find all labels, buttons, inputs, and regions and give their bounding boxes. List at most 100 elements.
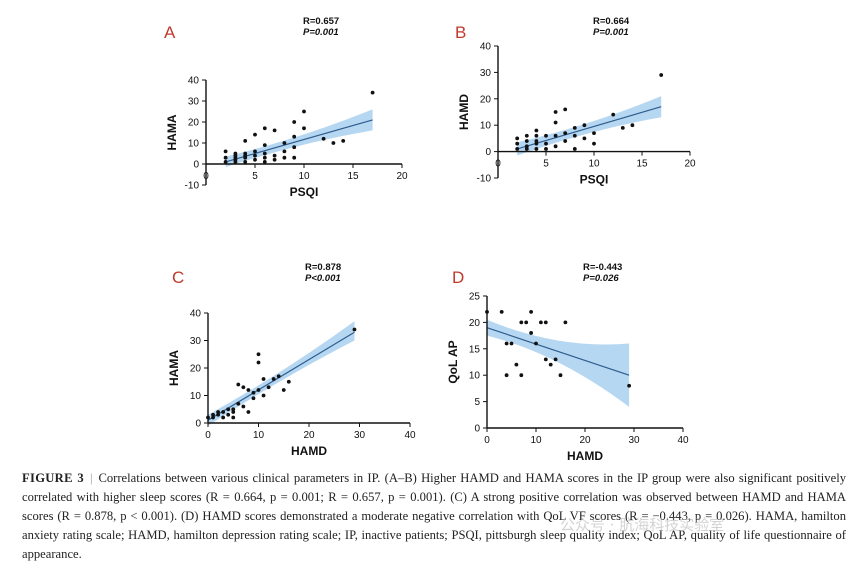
panel-a-data-point <box>223 160 228 164</box>
panel-a-p-value: P=0.001 <box>303 27 339 38</box>
panel-b-data-point <box>544 133 548 138</box>
panel-c-x-axis-label: HAMD <box>291 444 327 458</box>
panel-a-data-point <box>292 145 297 150</box>
panel-c-data-point <box>251 390 256 395</box>
panel-d-y-tick-label: 10 <box>469 371 481 382</box>
panel-d-data-point <box>529 331 533 335</box>
panel-a-data-point <box>243 139 248 143</box>
panel-c-confidence-band <box>208 321 355 426</box>
panel-c-data-point <box>241 404 246 409</box>
panel-a-data-point <box>341 139 346 143</box>
panel-b-x-tick-label: 15 <box>636 159 648 170</box>
panel-d-x-tick-label: 20 <box>579 435 591 446</box>
panel-d-y-axis-label: QoL AP <box>446 340 460 383</box>
panel-d-data-point <box>524 320 529 325</box>
panel-d-data-point <box>534 341 538 346</box>
panel-c-data-point <box>216 410 221 414</box>
panel-a-y-tick-label: -10 <box>185 181 200 192</box>
panel-c-x-tick-label: 20 <box>303 430 315 441</box>
panel-a-y-tick-label: 10 <box>188 139 200 150</box>
panel-c-data-point <box>246 410 251 414</box>
panel-c-data-point <box>246 388 251 392</box>
panel-c-data-point <box>216 412 221 417</box>
panel-b-data-point <box>544 141 548 146</box>
panel-a-y-tick-label: 40 <box>188 76 200 87</box>
panel-c-data-point <box>266 385 271 390</box>
panel-a-data-point <box>272 128 277 133</box>
panel-d-data-point <box>514 362 519 367</box>
panel-a-data-point <box>262 160 267 164</box>
panel-b-x-tick-label: 20 <box>684 159 696 170</box>
panel-d-data-point <box>504 373 509 378</box>
panel-c-y-tick-label: 40 <box>190 309 202 320</box>
panel-b-data-point <box>592 131 596 136</box>
panel-c-data-point <box>211 415 215 420</box>
panel-c-data-point <box>211 412 215 417</box>
panel-c-data-point <box>231 407 236 412</box>
panel-d-data-point <box>548 362 553 367</box>
panel-b-data-point <box>582 123 587 128</box>
panel-a-confidence-band <box>225 109 373 168</box>
panel-c-y-axis-label: HAMA <box>167 350 181 386</box>
panel-a-data-point <box>253 157 257 162</box>
panel-a-data-point <box>272 157 277 162</box>
panel-b-data-point <box>515 147 520 151</box>
panel-d-letter: D <box>452 268 464 287</box>
panel-c-data-point <box>286 379 291 384</box>
panel-b-data-point <box>563 131 568 136</box>
panel-a-y-tick-label: 0 <box>193 160 199 171</box>
panel-d-data-point <box>504 341 509 346</box>
panel-b-letter: B <box>455 23 466 42</box>
panel-c-y-tick-label: 10 <box>190 391 202 402</box>
panel-b-data-point <box>572 133 577 138</box>
panel-d-y-tick-label: 0 <box>474 424 480 435</box>
panel-c-data-point <box>261 377 266 381</box>
panel-b-data-point <box>524 139 529 143</box>
figure-caption: FIGURE 3 | Correlations between various cl… <box>22 469 846 564</box>
panel-c-data-point <box>236 401 241 406</box>
panel-b-data-point <box>524 133 529 138</box>
panel-b-data-point <box>620 125 625 130</box>
panel-c-y-tick-label: 0 <box>195 419 201 430</box>
panel-d-data-point <box>539 320 543 325</box>
panel-a-data-point <box>243 160 248 164</box>
panel-c-data-point <box>231 415 236 420</box>
panel-a-data-point <box>292 120 297 124</box>
panel-b-y-tick-label: 30 <box>480 68 492 79</box>
panel-a-data-point <box>282 141 287 145</box>
panel-c-y-tick-label: 20 <box>190 364 202 375</box>
panel-c-data-point <box>221 415 226 420</box>
panel-a-data-point <box>331 141 336 145</box>
panel-a-data-point <box>292 134 297 139</box>
panel-d-data-point <box>509 341 514 346</box>
panel-d-data-point <box>519 320 524 325</box>
panel-b-fit-line <box>517 106 662 150</box>
panel-d-data-point <box>499 309 504 314</box>
panel-d-data-point <box>558 373 563 378</box>
panel-b-data-point <box>592 141 596 146</box>
panel-d-y-tick-label: 5 <box>474 397 480 408</box>
panel-a-letter: A <box>164 23 176 42</box>
panel-b-data-point <box>553 144 558 149</box>
panel-c-data-point <box>271 377 276 381</box>
panel-d-confidence-band <box>487 319 630 407</box>
panel-d-p-value: P=0.026 <box>583 273 619 284</box>
panel-a-r-value: R=0.657 <box>303 16 339 27</box>
panel-c-data-point <box>206 415 210 420</box>
panel-c-data-point <box>256 388 261 392</box>
panel-c-x-tick-label: 10 <box>253 430 265 441</box>
panel-d-r-value: R=-0.443 <box>583 262 622 273</box>
panel-a-y-tick-label: 20 <box>188 118 200 129</box>
panel-d-data-point <box>627 383 631 388</box>
panel-a-data-point <box>243 155 248 160</box>
panel-c-data-point <box>236 382 241 387</box>
panel-b-data-point <box>534 128 539 133</box>
panel-b-data-point <box>553 133 558 138</box>
panel-b-x-tick-label: 5 <box>543 159 549 170</box>
panel-a-data-point <box>223 149 228 154</box>
panel-c-data-point <box>352 327 357 332</box>
panel-c-data-point <box>231 410 236 414</box>
panel-c-p-value: P<0.001 <box>305 273 341 284</box>
